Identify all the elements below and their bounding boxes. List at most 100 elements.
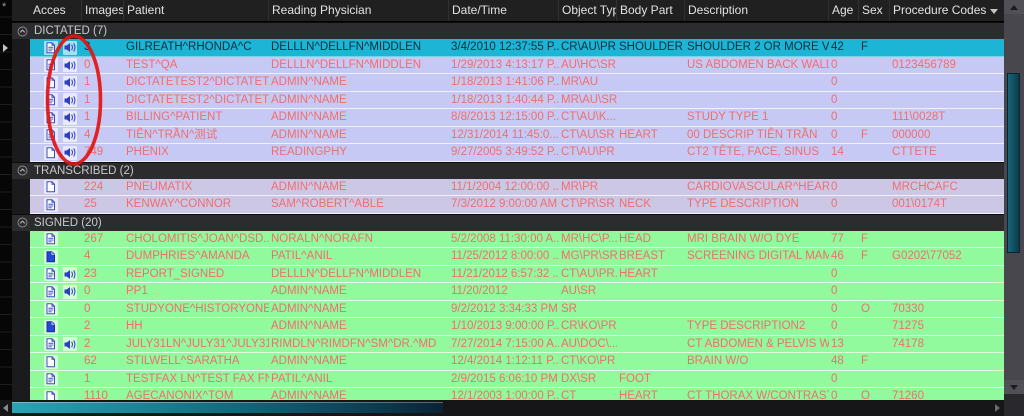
column-header-datetime[interactable]: Date/Time	[449, 0, 559, 21]
worklist-row[interactable]: 749 PHENIX READINGPHY 9/27/2005 3:49:52 P..…	[30, 144, 1004, 162]
scroll-down-button[interactable]	[1004, 380, 1024, 394]
cell-body-part	[617, 336, 685, 354]
worklist-row[interactable]: 1 DICTATETEST2^DICTATET... ADMIN^NAME 1/18/…	[30, 74, 1004, 92]
vertical-scrollbar[interactable]	[1004, 0, 1024, 416]
cell-status-icons	[30, 353, 82, 371]
cell-description	[685, 283, 829, 301]
cell-image-count: 23	[84, 267, 97, 280]
cell-image-count: 4	[84, 128, 91, 141]
report-document-icon	[44, 128, 58, 143]
cell-image-count: 62	[84, 355, 97, 367]
worklist-row[interactable]: 0 PP1 ADMIN^NAME 11/20/2012 AU\SR 0	[30, 283, 1004, 301]
cell-datetime: 1/18/2013 1:41:06 P...	[451, 76, 559, 88]
worklist-row[interactable]: 2 HH ADMIN^NAME 1/10/2013 9:00:00 P... CR\KO…	[30, 318, 1004, 336]
cell-image-count: 1	[84, 93, 91, 106]
cell-reading-physician: DELLLN^DELLFN^MIDDLEN	[271, 58, 422, 71]
horizontal-scroll-thumb[interactable]	[12, 402, 443, 413]
report-document-icon	[44, 232, 58, 247]
worklist-row[interactable]: 224 PNEUMATIX ADMIN^NAME 11/1/2004 12:00:00…	[30, 178, 1004, 197]
cell-body-part	[617, 109, 685, 127]
column-header-age[interactable]: Age	[829, 0, 859, 21]
worklist-row[interactable]: 0 STUDYONE^HISTORYONE ADMIN^NAME 9/2/2012 3…	[30, 300, 1004, 319]
cell-status-icons	[30, 283, 82, 301]
worklist-row[interactable]: 2 JULY31LN^JULY31^JULY31... RIMDLN^RIMDFN^…	[30, 335, 1004, 354]
report-document-icon	[44, 319, 58, 334]
cell-reading-physician: ADMIN^NAME	[271, 355, 347, 367]
group-header-signed[interactable]: SIGNED (20)	[12, 213, 1004, 231]
cell-patient-name: KENWAY^CONNOR	[126, 198, 232, 210]
vertical-scroll-thumb[interactable]	[1007, 73, 1020, 253]
cell-object-type: AU\SR	[561, 285, 597, 297]
cell-image-count: 267	[84, 232, 104, 245]
column-header-body-part[interactable]: Body Part	[617, 0, 685, 21]
column-header-acces[interactable]: Acces	[30, 0, 82, 21]
cell-body-part: SHOULDER	[619, 41, 683, 53]
report-document-icon	[44, 337, 58, 352]
group-collapse-icon[interactable]	[17, 165, 28, 176]
cell-age: 0	[831, 285, 838, 297]
cell-reading-physician: NORALN^NORAFN	[271, 232, 373, 245]
worklist-row[interactable]: 267 CHOLOMITIS^JOAN^DSD... NORALN^NORAFN 5/…	[30, 230, 1004, 248]
group-header-transcribed[interactable]: TRANSCRIBED (2)	[12, 161, 1004, 179]
column-header-patient[interactable]: Patient	[124, 0, 269, 21]
cell-description: CT2 TÊTE, FACE, SINUS	[687, 146, 820, 158]
report-document-icon	[44, 93, 58, 108]
group-title: DICTATED (7)	[34, 25, 108, 37]
cell-object-type: CT	[561, 390, 577, 402]
cell-reading-physician: PATIL^ANIL	[271, 250, 333, 262]
cell-status-icons	[30, 371, 82, 389]
cell-status-icons	[30, 179, 82, 197]
column-header-bar: Acces Images Patient Reading Physician D…	[12, 0, 1004, 22]
column-header-reading-physician[interactable]: Reading Physician	[269, 0, 449, 21]
worklist-row[interactable]: 62 STILWELL^SARATHA ADMIN^NAME 12/4/2014 1:…	[30, 353, 1004, 371]
column-header-sex[interactable]: Sex	[859, 0, 890, 21]
cell-sex	[859, 74, 890, 92]
cell-sex	[859, 371, 890, 389]
worklist-row[interactable]: 1 TESTFAX LN^TEST FAX FN PATIL^ANIL 2/9/201…	[30, 370, 1004, 389]
cell-reading-physician: ADMIN^NAME	[271, 93, 347, 106]
scroll-down-icon	[1010, 384, 1018, 390]
group-collapse-icon[interactable]	[17, 26, 28, 37]
horizontal-scrollbar[interactable]	[0, 400, 1004, 416]
cell-patient-name: TEST^QA	[126, 58, 178, 71]
cell-datetime: 1/29/2013 4:13:17 P...	[451, 58, 559, 71]
cell-patient-name: PHENIX	[126, 146, 169, 158]
report-document-icon	[44, 58, 58, 73]
cell-status-icons	[30, 248, 82, 266]
cell-datetime: 12/1/2003 1:00:00 P...	[451, 390, 559, 402]
column-header-procedure-codes[interactable]: Procedure Codes	[893, 3, 987, 17]
cell-reading-physician: PATIL^ANIL	[271, 372, 333, 385]
worklist-row[interactable]: 1 DICTATETEST2^DICTATET... ADMIN^NAME 1/18/…	[30, 91, 1004, 109]
group-collapse-icon[interactable]	[17, 217, 28, 228]
cell-sex	[859, 196, 890, 214]
cell-status-icons	[30, 39, 82, 57]
cell-datetime: 7/3/2012 9:00:00 AM	[451, 198, 558, 210]
column-header-description[interactable]: Description	[685, 0, 829, 21]
dictation-audio-icon	[63, 93, 77, 108]
column-chooser-dropdown-icon[interactable]	[990, 9, 998, 14]
cell-body-part	[617, 318, 685, 336]
cell-patient-name: STILWELL^SARATHA	[126, 355, 240, 367]
cell-image-count: 1	[84, 76, 91, 88]
column-header-object-type[interactable]: Object Type	[559, 0, 617, 21]
worklist-row[interactable]: 4 DUMPHRIES^AMANDA PATIL^ANIL 11/25/2012 8:…	[30, 248, 1004, 266]
cell-patient-name: PP1	[126, 285, 148, 297]
worklist-row[interactable]: 1 BILLING^PATIENT ADMIN^NAME 8/8/2013 12:15…	[30, 109, 1004, 127]
column-config-icon[interactable]: *	[2, 1, 7, 13]
worklist-row[interactable]: 23 REPORT_SIGNED DELLLN^DELLFN^MIDDLEN 11/2…	[30, 265, 1004, 283]
cell-object-type: AU\DOC\...	[561, 337, 617, 350]
cell-object-type: AU\HC\SR	[561, 58, 616, 71]
scroll-up-button[interactable]	[1004, 0, 1024, 14]
cell-body-part	[617, 353, 685, 371]
cell-image-count: 1110	[84, 390, 108, 402]
worklist-row[interactable]: 3 GILREATH^RHONDA^C DELLLN^DELLFN^MIDDLEN 3…	[30, 39, 1004, 57]
worklist-row[interactable]: 4 TIÊN^TRẦN^测试 ADMIN^NAME 12/31/2014 11:45:…	[30, 126, 1004, 144]
group-header-dictated[interactable]: DICTATED (7)	[12, 22, 1004, 39]
cell-image-count: 2	[84, 320, 91, 332]
column-header-images[interactable]: Images	[82, 0, 124, 21]
worklist-row[interactable]: 0 TEST^QA DELLLN^DELLFN^MIDDLEN 1/29/2013 4…	[30, 56, 1004, 74]
scroll-left-icon[interactable]	[3, 404, 8, 412]
scroll-right-icon[interactable]	[995, 404, 1000, 412]
worklist-row[interactable]: 25 KENWAY^CONNOR SAM^ROBERT^ABLE 7/3/2012 9…	[30, 196, 1004, 214]
cell-status-icons	[30, 301, 82, 319]
